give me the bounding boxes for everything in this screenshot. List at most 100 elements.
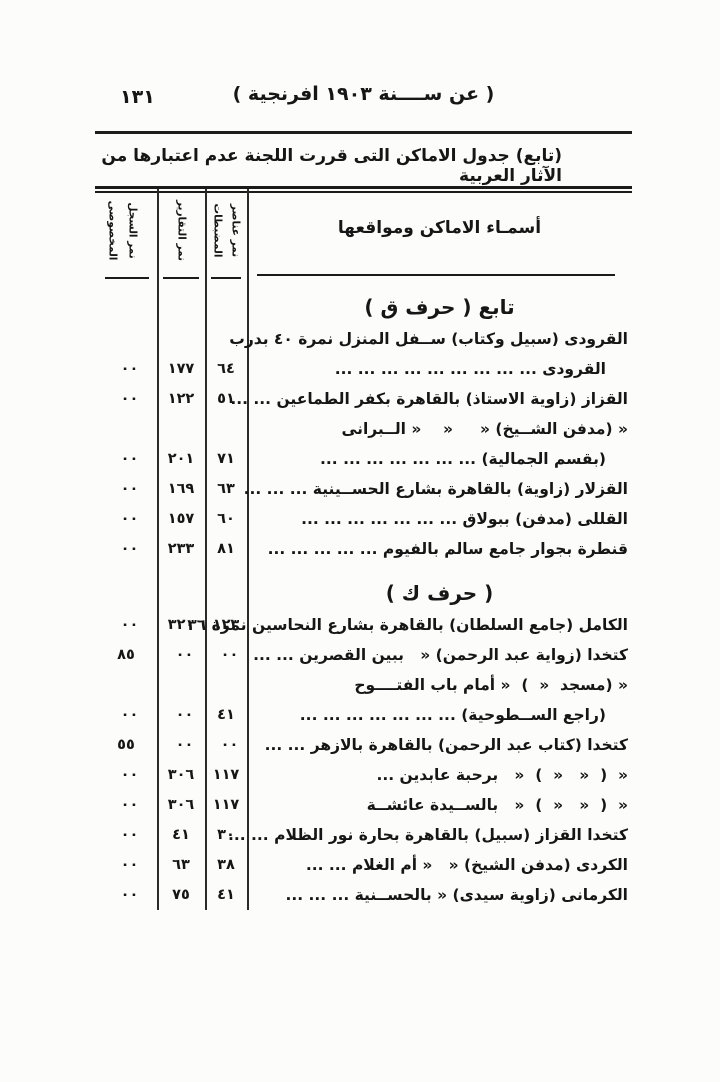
page-number: ١٣١ xyxy=(120,86,155,108)
cell-place-name: القرودى (سبيل وكتاب) ســفل المنزل نمرة ٤… xyxy=(229,324,632,384)
place-name-line: « ( « « ) « بالســيدة عائشــة xyxy=(366,796,628,814)
place-name-line: القزاز (زاوية الاستاذ) بالقاهرة بكفر الط… xyxy=(230,390,628,408)
place-name-line: القللى (مدفن) ببولاق ... ... ... ... ...… xyxy=(301,510,628,528)
place-name-line: القرودى (سبيل وكتاب) ســفل المنزل نمرة ٤… xyxy=(229,330,628,348)
cell-place-name: الكردى (مدفن الشيخ) « « أم الغلام ... ..… xyxy=(247,850,632,880)
column-header-elements-line2: المضبطات xyxy=(211,203,224,258)
cell-el: ٠٠ xyxy=(220,647,239,663)
table-row: ٠٠ ٤١ ٣٠ كتخدا القزاز (سبيل) بالقاهرة بحارة… xyxy=(95,820,632,850)
section-heading: ( حرف ك ) xyxy=(95,574,632,610)
header-underline-reports xyxy=(163,277,199,279)
cell-rep: ٠٠ xyxy=(175,647,194,663)
table-row: ٠٠ ٣٠٦ ١١٧ « ( « « ) « بالســيدة عائشــة xyxy=(95,790,632,820)
table-top-rule xyxy=(95,186,632,193)
cell-el: ٣٠ xyxy=(217,827,235,843)
column-header-names: أسمـاء الاماكن ومواقعها xyxy=(337,218,542,238)
cell-el: ٦٣ xyxy=(217,481,235,497)
cell-reg: ٥٥ xyxy=(117,737,135,753)
table-row: ٠٠ ٣٠٦ ١١٧ « ( « « ) « برحبة عابدين ... xyxy=(95,760,632,790)
cell-reg: ٠٠ xyxy=(120,707,139,723)
cell-reg: ٠٠ xyxy=(120,451,139,467)
cell-place-name: كتخدا (زواية عبد الرحمن) « ببين القصرين … xyxy=(247,640,632,670)
cell-el: ٠٠ xyxy=(220,737,239,753)
table-row: ٠٠ ٢٠١ ٧١ « (مدفن الشــيخ) « « « الــبرانى (… xyxy=(95,414,632,474)
section-heading-label: تابع ( حرف ق ) xyxy=(364,295,515,319)
cell-place-name: القزاز (زاوية الاستاذ) بالقاهرة بكفر الط… xyxy=(230,384,632,414)
cell-el: ٣٨ xyxy=(217,857,235,873)
place-name-line: « (مسجد « ) « أمام باب الفتــــوح xyxy=(354,676,628,694)
cell-el: ٨١ xyxy=(217,541,235,557)
cell-place-name: قنطرة بجوار جامع سالم بالفيوم ... ... ..… xyxy=(247,534,632,564)
place-name-line: القرودى ... ... ... ... ... ... ... ... … xyxy=(334,360,606,378)
cell-el: ٧١ xyxy=(217,451,235,467)
vertical-rule xyxy=(205,189,207,910)
table-row: ٠٠ ١٦٩ ٦٣ القزلار (زاوية) بالقاهرة بشارع ال… xyxy=(95,474,632,504)
cell-reg: ٠٠ xyxy=(120,827,139,843)
section-heading-label: ( حرف ك ) xyxy=(385,581,494,605)
cell-reg: ٠٠ xyxy=(120,857,139,873)
cell-el: ١١٧ xyxy=(212,797,240,813)
cell-rep: ٦٣ xyxy=(172,857,190,873)
place-name-line: الكردى (مدفن الشيخ) « « أم الغلام ... ..… xyxy=(305,856,628,874)
header-underline-register xyxy=(105,277,149,279)
place-name-line: « (مدفن الشــيخ) « « « الــبرانى xyxy=(341,420,628,438)
monuments-table: أسمـاء الاماكن ومواقعها نمر السجل المخصو… xyxy=(95,186,632,922)
cell-place-name: كتخدا القزاز (سبيل) بالقاهرة بحارة نور ا… xyxy=(228,820,632,850)
cell-place-name: « (مسجد « ) « أمام باب الفتــــوح (راجع ا… xyxy=(247,670,632,730)
header-underline-names xyxy=(257,274,615,276)
cell-rep: ٠٠ xyxy=(175,707,194,723)
cell-reg: ٠٠ xyxy=(120,391,139,407)
cell-place-name: القللى (مدفن) ببولاق ... ... ... ... ...… xyxy=(247,504,632,534)
table-row: ٠٠ ٦٣ ٣٨ الكردى (مدفن الشيخ) « « أم الغلام … xyxy=(95,850,632,880)
cell-rep: ٠٠ xyxy=(175,737,194,753)
table-row: ٠٠ ١٢٢ ٥١ القزاز (زاوية الاستاذ) بالقاهرة ب… xyxy=(95,384,632,414)
cell-el: ١٢٣ xyxy=(212,617,240,633)
cell-rep: ٢٣٣ xyxy=(167,541,195,557)
cell-place-name: الكامل (جامع السلطان) بالقاهرة بشارع الن… xyxy=(187,610,632,640)
header-rule xyxy=(95,131,632,134)
year-header: ( عن ســــنة ١٩٠٣ افرنجية ) xyxy=(232,83,495,105)
table-row: ٠٠ ٧٥ ٤١ الكرمانى (زاوية سيدى) « بالحســنية… xyxy=(95,880,632,910)
section-heading: تابع ( حرف ق ) xyxy=(95,288,632,324)
cell-reg: ٠٠ xyxy=(120,767,139,783)
column-header-reports: نمر التقارير xyxy=(175,199,188,262)
column-header-elements-line1: نمر عناصر xyxy=(229,203,242,258)
table-row: ٠٠ ١٥٧ ٦٠ القللى (مدفن) ببولاق ... ... ... … xyxy=(95,504,632,534)
table-row: ٨٥ ٠٠ ٠٠ كتخدا (زواية عبد الرحمن) « ببين ال… xyxy=(95,640,632,670)
cell-el: ٤١ xyxy=(217,887,235,903)
cell-el: ١١٧ xyxy=(212,767,240,783)
cell-el: ٤١ xyxy=(217,707,235,723)
cell-el: ٦٤ xyxy=(217,361,235,377)
table-row: ٠٠ ١٧٧ ٦٤ القرودى (سبيل وكتاب) ســفل المنزل… xyxy=(95,324,632,384)
cell-rep: ٣٠٦ xyxy=(167,797,195,813)
table-row: ٥٥ ٠٠ ٠٠ كتخدا (كتاب عبد الرحمن) بالقاهرة ب… xyxy=(95,730,632,760)
place-name-line: (بقسم الجمالية) ... ... ... ... ... ... … xyxy=(320,450,606,468)
cell-reg: ٠٠ xyxy=(120,617,139,633)
cell-place-name: « ( « « ) « برحبة عابدين ... xyxy=(247,760,632,790)
cell-rep: ١٦٩ xyxy=(167,481,195,497)
place-name-line: الكرمانى (زاوية سيدى) « بالحســنية ... .… xyxy=(285,886,628,904)
cell-place-name: القزلار (زاوية) بالقاهرة بشارع الحســيني… xyxy=(243,474,632,504)
table-row: ٠٠ ٢٣٣ ٨١ قنطرة بجوار جامع سالم بالفيوم ...… xyxy=(95,534,632,564)
place-name-line: « ( « « ) « برحبة عابدين ... xyxy=(376,766,628,784)
cell-place-name: الكرمانى (زاوية سيدى) « بالحســنية ... .… xyxy=(247,880,632,910)
cell-el: ٦٠ xyxy=(217,511,235,527)
cell-place-name: كتخدا (كتاب عبد الرحمن) بالقاهرة بالازهر… xyxy=(247,730,632,760)
vertical-rule xyxy=(247,189,249,910)
cell-reg: ٠٠ xyxy=(120,361,139,377)
cell-rep: ٤١ xyxy=(172,827,190,843)
cell-place-name: « (مدفن الشــيخ) « « « الــبرانى (بقسم ال… xyxy=(247,414,632,474)
table-body: تابع ( حرف ق ) ٠٠ ١٧٧ ٦٤ القرودى (سبيل وكتاب… xyxy=(95,278,632,910)
cell-reg: ٠٠ xyxy=(120,887,139,903)
cell-rep: ٧٥ xyxy=(172,887,190,903)
cell-reg: ٠٠ xyxy=(120,541,139,557)
place-name-line: كتخدا (زواية عبد الرحمن) « ببين القصرين … xyxy=(253,646,628,664)
cell-rep: ١٥٧ xyxy=(167,511,195,527)
column-header-register-line2: المخصوصى xyxy=(106,200,119,261)
cell-el: ٥١ xyxy=(217,391,235,407)
table-row: ٠٠ ٠٠ ٤١ « (مسجد « ) « أمام باب الفتــــوح (… xyxy=(95,670,632,730)
cell-reg: ٠٠ xyxy=(120,797,139,813)
place-name-line: القزلار (زاوية) بالقاهرة بشارع الحســيني… xyxy=(243,480,628,498)
cell-reg: ٨٥ xyxy=(117,647,135,663)
header-underline-elements xyxy=(211,277,241,279)
